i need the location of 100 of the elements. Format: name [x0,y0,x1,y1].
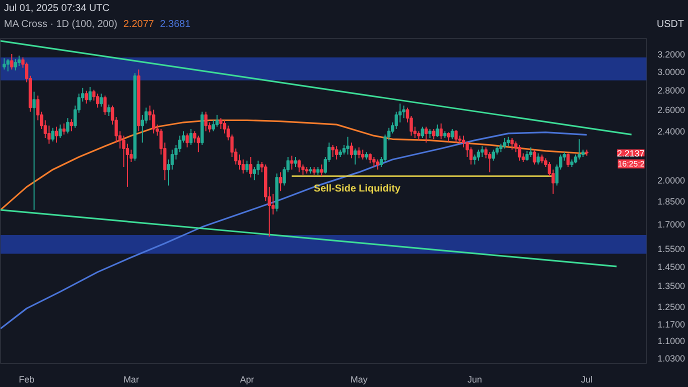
candlestick [346,136,350,156]
text: USDT [656,18,684,32]
candlestick [70,118,74,132]
y-tick-label: 2.0000 [658,176,686,186]
candlestick [54,126,58,144]
chart-title: MA Cross · 1D (100, 200) [4,19,118,30]
x-tick-label: Jul [581,374,593,384]
candlestick [66,118,70,134]
y-tick-label: 1.8500 [658,196,686,207]
annotation: Sell-Side Liquidity [314,184,401,195]
candlestick [84,90,88,104]
candlestick [525,150,529,162]
candlestick [402,105,406,119]
annotation: 2.2137 [616,148,645,158]
y-tick-label: 3.0000 [658,66,686,77]
y-tick-label: 1.5500 [658,244,686,254]
y-tick-label: 2.8000 [658,85,686,96]
candlestick [242,158,245,174]
text: Jul 01, 2025 07:34 UTC [4,2,110,16]
x-tick-label: May [350,374,368,384]
candlestick [320,164,324,177]
candlestick [361,149,364,160]
candlestick [290,155,294,170]
y-tick-label: 2.6000 [658,105,686,116]
y-tick-label: 1.3500 [658,281,686,292]
line-series [0,119,588,211]
candlestick [502,137,506,150]
candlestick [506,136,510,147]
candlestick [14,58,18,71]
candlestick [578,138,581,160]
x-tick-label: Apr [240,374,254,384]
y-tick-label: 1.1000 [658,336,686,346]
candlestick [342,144,346,156]
candlestick [249,156,252,178]
candlestick [432,128,436,140]
candlestick [454,130,458,144]
candlestick [32,91,36,210]
candlestick [462,135,466,148]
text: 2.3681 [160,19,191,30]
candlestick [62,122,66,136]
candlestick [436,124,440,138]
candlestick [357,146,361,159]
x-tick-label: Jun [467,374,482,384]
candlestick [222,120,226,134]
candlestick [219,118,222,130]
candlestick [186,132,189,148]
candlestick [368,152,372,164]
candlestick [536,152,540,165]
y-tick-label: 1.4500 [658,262,686,272]
text: 2.2077 [123,19,154,30]
candlestick [424,126,428,144]
y-tick-label: 1.0300 [658,354,686,364]
candlestick [204,111,208,132]
candlestick [510,137,514,150]
candlestick [51,127,54,142]
candlestick [376,158,380,170]
y-tick-label: 3.2000 [658,49,686,60]
candlestick [417,130,420,141]
candlestick [278,172,282,192]
candlestick [529,146,532,158]
candlestick [245,160,249,173]
candlestick [58,124,62,138]
candlestick [100,93,103,108]
candlestick [488,152,492,173]
candlestick [532,149,536,165]
candlestick [331,144,334,158]
candlestick [446,132,450,142]
candlestick [301,164,305,176]
candlestick [350,142,354,159]
candlestick [492,149,496,162]
candlestick [96,93,100,108]
y-tick-label: 2.4000 [658,126,686,137]
candlestick [334,146,338,160]
candlestick [450,128,454,140]
candlestick [152,109,156,134]
candlestick [189,128,193,146]
candlestick [476,149,480,162]
candlestick [88,86,92,102]
x-tick-label: Mar [123,374,139,384]
candlestick [2,58,6,70]
y-tick-label: 1.2500 [658,302,686,312]
line-series [0,132,588,330]
candlestick [480,146,484,158]
candlestick [18,55,21,66]
x-tick-label: Feb [18,374,34,384]
candlestick [440,122,443,140]
candlestick [238,154,242,170]
candlestick [215,114,219,128]
candlestick [103,95,107,116]
candlestick [10,53,14,70]
y-tick-label: 1.1700 [658,320,686,330]
annotation: 16:25:2 [618,159,646,168]
candlestick [354,148,357,165]
candlestick [566,152,570,168]
candlestick [428,128,432,138]
candlestick [126,143,130,188]
candlestick [107,104,110,116]
y-tick-label: 1.7000 [658,219,686,230]
candlestick [294,156,298,168]
candlestick [196,135,200,153]
